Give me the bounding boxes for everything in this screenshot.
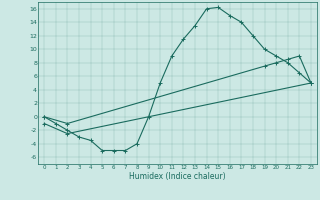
X-axis label: Humidex (Indice chaleur): Humidex (Indice chaleur) [129, 172, 226, 181]
